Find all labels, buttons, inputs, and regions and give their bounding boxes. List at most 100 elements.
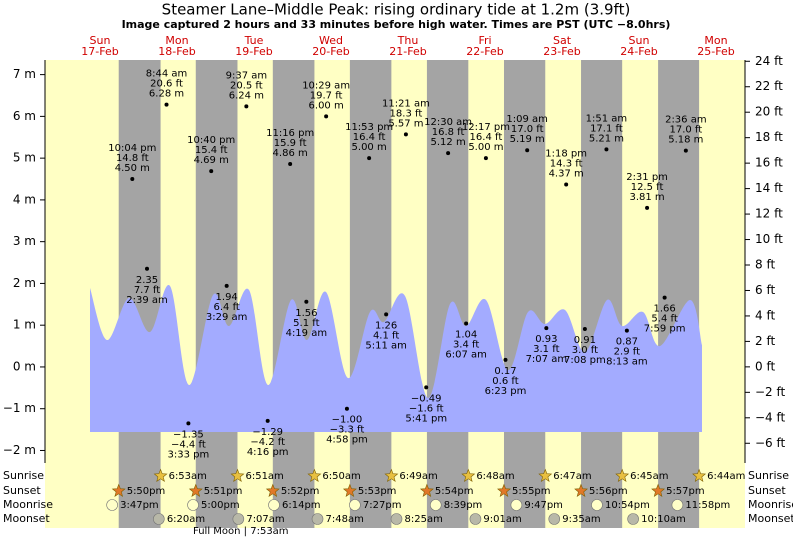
chart-subtitle: Image captured 2 hours and 33 minutes be… [122, 18, 671, 31]
tide-label: −1.6 ft [409, 403, 444, 414]
moon-icon [429, 499, 442, 511]
tide-extreme [186, 421, 191, 426]
day-date: 20-Feb [312, 45, 349, 58]
night-band [272, 60, 315, 528]
day-date: 25-Feb [697, 45, 734, 58]
moonset-time: 10:10am [641, 514, 686, 525]
y-tick-label: −1 m [3, 401, 36, 415]
tide-label: −0.49 [411, 393, 442, 404]
night-band [658, 60, 700, 528]
tide-extreme [683, 148, 688, 153]
day-name: Sun [629, 34, 650, 47]
day-name: Fri [478, 34, 491, 47]
day-date: 17-Feb [81, 45, 118, 58]
tide-label: 6.24 m [229, 90, 264, 101]
moon-icon [671, 499, 684, 511]
sunset-time: 5:51pm [204, 486, 243, 497]
tide-extreme [130, 177, 135, 182]
tide-label: −1.35 [173, 429, 204, 440]
day-name: Mon [704, 34, 727, 47]
tide-extreme [324, 114, 329, 119]
y2-tick-label: −6 ft [755, 436, 786, 450]
row-label: Sunset [748, 484, 786, 497]
tide-area [90, 285, 702, 432]
tide-label: 11:16 pm [266, 128, 314, 139]
tide-extreme [525, 148, 530, 153]
sun-icon [188, 483, 203, 497]
tide-label: −1.29 [252, 427, 283, 438]
tide-label: 17.1 ft [590, 123, 623, 134]
day-date: 21-Feb [389, 45, 426, 58]
tide-label: 16.4 ft [470, 132, 503, 143]
moon-icon [349, 499, 361, 511]
moonrise-time: 7:27pm [363, 500, 402, 511]
tide-label: 2:39 am [126, 295, 168, 306]
y-tick-label: 1 m [13, 318, 36, 332]
tide-extreme [367, 156, 372, 161]
tide-label: 12:17 pm [462, 122, 510, 133]
tide-extreme [582, 326, 587, 331]
tide-extreme [483, 156, 488, 161]
tide-label: 5.57 m [388, 118, 423, 129]
moon-icon [390, 513, 403, 525]
tide-label: 6:07 am [445, 350, 487, 361]
tide-label: 8:44 am [146, 69, 188, 80]
tide-extreme [244, 104, 249, 109]
moonrise-time: 8:39pm [444, 500, 483, 511]
day-name: Sat [553, 34, 572, 47]
tide-label: 2.35 [136, 275, 158, 286]
tide-label: 5.00 m [468, 142, 503, 153]
y-tick-label: 5 m [13, 151, 36, 165]
tide-label: 6:23 pm [485, 386, 527, 397]
sun-icon [307, 468, 322, 482]
tide-label: 0.17 [494, 366, 516, 377]
tide-label: 16.4 ft [353, 132, 386, 143]
chart-title: Steamer Lane–Middle Peak: rising ordinar… [162, 1, 631, 19]
tide-extreme [424, 385, 429, 390]
moonset-time: 6:20am [167, 514, 205, 525]
night-band [426, 60, 469, 528]
y2-tick-label: 0 ft [755, 359, 775, 373]
day-date: 18-Feb [158, 45, 195, 58]
sun-icon [538, 468, 553, 482]
tide-label: 3:29 am [206, 312, 248, 323]
y-tick-label: 7 m [13, 67, 36, 81]
sunrise-time: 6:51am [245, 471, 283, 482]
sun-icon [153, 468, 168, 482]
tide-label: 6.28 m [149, 89, 184, 100]
sun-icon [692, 468, 707, 482]
tide-label: 5.21 m [589, 133, 624, 144]
sunrise-time: 6:44am [707, 471, 745, 482]
y2-tick-label: 4 ft [755, 308, 775, 322]
tide-label: 20.5 ft [230, 80, 263, 91]
sun-icon [342, 483, 357, 497]
sun-icon [461, 468, 476, 482]
tide-extreme [503, 357, 508, 362]
y2-tick-label: 20 ft [755, 105, 783, 119]
sunset-time: 5:53pm [358, 486, 397, 497]
tide-label: 14.3 ft [550, 158, 583, 169]
day-date: 19-Feb [235, 45, 272, 58]
y2-tick-label: 22 ft [755, 79, 783, 93]
tide-label: 1.26 [375, 320, 397, 331]
row-label: Sunrise [748, 469, 789, 482]
tide-extreme [403, 132, 408, 137]
tide-label: −4.4 ft [171, 439, 206, 450]
tide-label: 2:31 pm [626, 172, 668, 183]
tide-extreme [645, 205, 650, 210]
background [45, 60, 745, 528]
sunrise-time: 6:53am [169, 471, 207, 482]
night-band [581, 60, 623, 528]
sun-icon [111, 483, 126, 497]
night-band [118, 60, 161, 528]
y2-tick-label: 6 ft [755, 283, 775, 297]
moonset-time: 7:07am [246, 514, 284, 525]
row-label: Sunrise [3, 469, 44, 482]
tide-label: 7:07 am [526, 354, 568, 365]
tide-label: 0.93 [535, 334, 557, 345]
day-name: Thu [397, 34, 419, 47]
sun-icon [384, 468, 399, 482]
tide-label: 1.66 [653, 304, 675, 315]
tide-extreme [624, 328, 629, 333]
